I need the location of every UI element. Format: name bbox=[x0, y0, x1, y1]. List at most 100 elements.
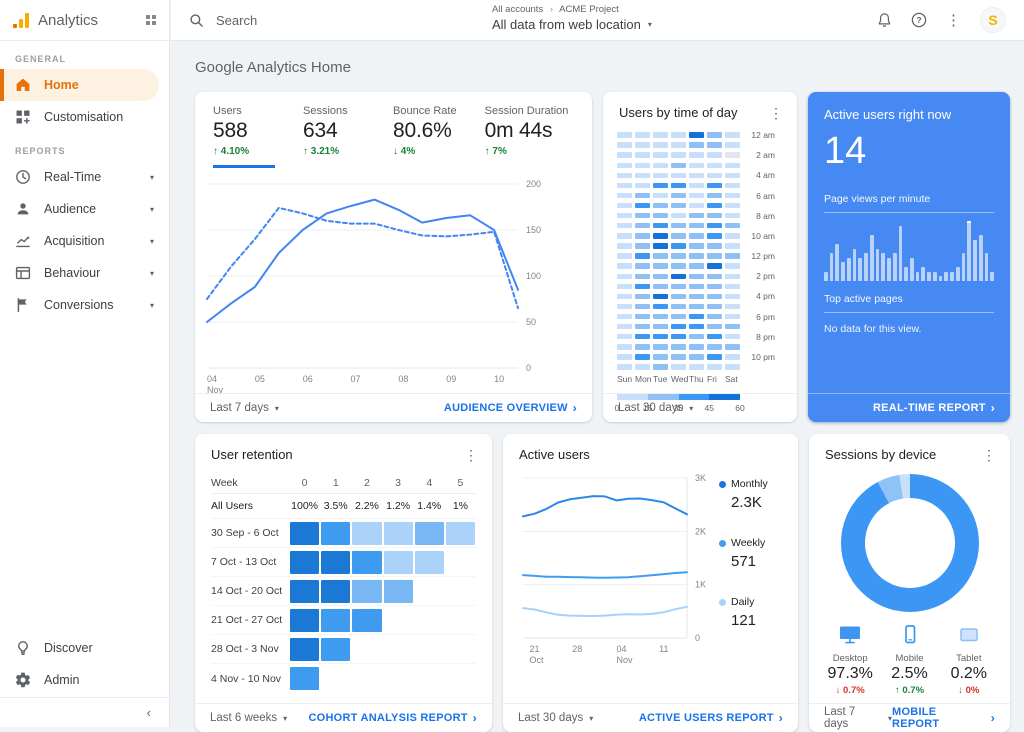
device-value: 97.3% bbox=[821, 665, 879, 683]
breadcrumb-account[interactable]: All accounts bbox=[492, 4, 543, 15]
more-vertical-icon[interactable]: ⋮ bbox=[982, 448, 996, 462]
notifications-bell-icon[interactable] bbox=[877, 12, 892, 28]
apps-grid-icon[interactable] bbox=[146, 15, 156, 25]
heatmap-cell bbox=[689, 344, 704, 349]
sidebar-item-discover[interactable]: Discover bbox=[0, 632, 169, 664]
heatmap-cell bbox=[653, 213, 668, 218]
svg-text:0: 0 bbox=[695, 633, 700, 643]
realtime-card: Active users right now 14 Page views per… bbox=[808, 92, 1010, 422]
heatmap-cell bbox=[635, 233, 650, 238]
heatmap-cell bbox=[725, 364, 740, 369]
sidebar-reports-list: Real-Time▾Audience▾Acquisition▾Behaviour… bbox=[0, 161, 169, 321]
svg-text:100: 100 bbox=[526, 271, 541, 281]
breadcrumb[interactable]: All accounts › ACME Project bbox=[492, 4, 652, 15]
pageviews-bar-chart bbox=[824, 221, 994, 281]
heatmap-cell bbox=[689, 213, 704, 218]
heatmap-cell bbox=[653, 274, 668, 279]
devices-range-dropdown[interactable]: Last 7 days▾ bbox=[824, 706, 892, 730]
pageviews-bar bbox=[841, 262, 845, 281]
heatmap-cell bbox=[725, 203, 740, 208]
retention-range-dropdown[interactable]: Last 6 weeks▾ bbox=[210, 712, 287, 724]
retention-cell bbox=[321, 580, 350, 603]
heatmap-cell bbox=[689, 364, 704, 369]
sidebar-collapse-button[interactable]: ‹ bbox=[0, 697, 169, 727]
heatmap-cell bbox=[635, 324, 650, 329]
help-icon[interactable]: ? bbox=[911, 12, 927, 28]
heatmap-cell bbox=[653, 233, 668, 238]
heatmap-day-label: Thu bbox=[689, 374, 707, 384]
more-vertical-icon[interactable]: ⋮ bbox=[946, 11, 961, 29]
view-selector[interactable]: All data from web location ▾ bbox=[492, 17, 652, 32]
heatmap-cell bbox=[671, 233, 686, 238]
search-input[interactable]: Search bbox=[189, 13, 389, 28]
heatmap-cell bbox=[725, 132, 740, 137]
chevron-down-icon: ▾ bbox=[589, 714, 593, 723]
heatmap-hour-label: 12 pm bbox=[743, 251, 775, 261]
heatmap-cell bbox=[635, 354, 650, 359]
cohort-analysis-link[interactable]: COHORT ANALYSIS REPORT› bbox=[308, 711, 477, 725]
heatmap-cell bbox=[671, 284, 686, 289]
sidebar-item-acquisition[interactable]: Acquisition▾ bbox=[0, 225, 169, 257]
heatmap-cell bbox=[707, 223, 722, 228]
heatmap-range-dropdown[interactable]: Last 30 days▾ bbox=[618, 402, 693, 414]
realtime-report-link[interactable]: REAL-TIME REPORT› bbox=[873, 401, 995, 415]
retention-cell bbox=[352, 522, 381, 545]
heatmap-row bbox=[617, 243, 785, 248]
retention-cell bbox=[290, 638, 319, 661]
svg-text:Nov: Nov bbox=[616, 655, 633, 665]
sidebar-item-label: Behaviour bbox=[44, 266, 100, 280]
acquisition-icon bbox=[15, 233, 31, 249]
svg-text:09: 09 bbox=[446, 374, 456, 384]
breadcrumb-project[interactable]: ACME Project bbox=[559, 4, 619, 15]
sidebar-item-customisation[interactable]: Customisation bbox=[0, 101, 169, 133]
retention-header-cell: 5 bbox=[445, 477, 476, 489]
heatmap-cell bbox=[635, 263, 650, 268]
heatmap-cell bbox=[671, 253, 686, 258]
sidebar-item-audience[interactable]: Audience▾ bbox=[0, 193, 169, 225]
retention-cell bbox=[290, 580, 319, 603]
active-users-range-dropdown[interactable]: Last 30 days▾ bbox=[518, 712, 593, 724]
heatmap-cell bbox=[707, 183, 722, 188]
metric-value: 0m 44s bbox=[485, 119, 569, 143]
heatmap-row bbox=[617, 304, 785, 309]
heatmap-cell bbox=[707, 344, 722, 349]
heatmap-cell bbox=[671, 183, 686, 188]
pageviews-bar bbox=[835, 244, 839, 281]
heatmap-day-label: Sun bbox=[617, 374, 635, 384]
sidebar-item-admin[interactable]: Admin bbox=[0, 664, 169, 696]
desktop-icon bbox=[838, 632, 862, 649]
heatmap-cell bbox=[725, 193, 740, 198]
heatmap-hour-label: 6 am bbox=[743, 191, 775, 201]
search-placeholder: Search bbox=[216, 13, 257, 28]
active-users-report-link[interactable]: ACTIVE USERS REPORT› bbox=[639, 711, 783, 725]
avatar[interactable]: S bbox=[980, 7, 1006, 33]
mobile-report-link[interactable]: MOBILE REPORT› bbox=[892, 706, 995, 730]
audience-overview-link[interactable]: AUDIENCE OVERVIEW› bbox=[444, 401, 577, 415]
heatmap-cell bbox=[653, 142, 668, 147]
card-title: Sessions by device bbox=[825, 447, 936, 462]
heatmap-cell bbox=[653, 173, 668, 178]
sidebar-item-real-time[interactable]: Real-Time▾ bbox=[0, 161, 169, 193]
heatmap-cell bbox=[707, 314, 722, 319]
heatmap-cell bbox=[635, 183, 650, 188]
overview-range-dropdown[interactable]: Last 7 days▾ bbox=[210, 402, 279, 414]
sidebar-item-behaviour[interactable]: Behaviour▾ bbox=[0, 257, 169, 289]
pageviews-bar bbox=[950, 272, 954, 281]
legend-dot-icon bbox=[719, 481, 726, 488]
more-vertical-icon[interactable]: ⋮ bbox=[464, 448, 478, 462]
heatmap-row bbox=[617, 284, 785, 289]
heatmap-cell bbox=[635, 344, 650, 349]
more-vertical-icon[interactable]: ⋮ bbox=[769, 106, 783, 120]
pageviews-bar bbox=[921, 267, 925, 281]
sidebar-item-conversions[interactable]: Conversions▾ bbox=[0, 289, 169, 321]
sidebar-item-home[interactable]: Home bbox=[0, 69, 159, 101]
retention-cell bbox=[290, 609, 319, 632]
device-donut-chart bbox=[841, 474, 979, 612]
